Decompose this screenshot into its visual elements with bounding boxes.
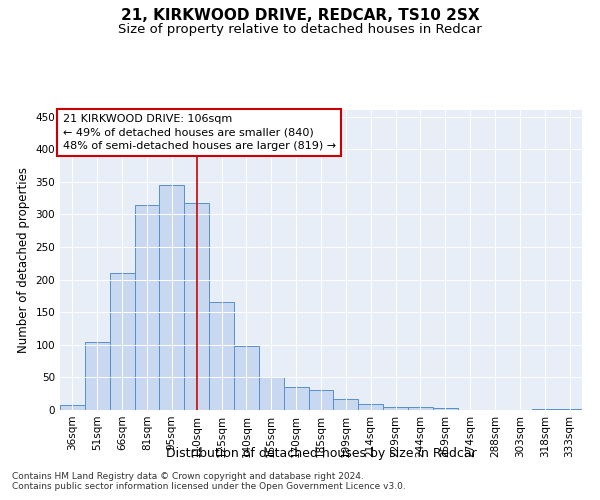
Text: Distribution of detached houses by size in Redcar: Distribution of detached houses by size … bbox=[166, 448, 476, 460]
Bar bbox=[408, 406, 433, 410]
Bar bbox=[557, 408, 582, 410]
Bar bbox=[383, 406, 408, 410]
Bar bbox=[358, 404, 383, 410]
Text: Size of property relative to detached houses in Redcar: Size of property relative to detached ho… bbox=[118, 22, 482, 36]
Bar bbox=[433, 408, 458, 410]
Bar bbox=[134, 204, 160, 410]
Bar bbox=[110, 273, 134, 410]
Bar bbox=[259, 378, 284, 410]
Y-axis label: Number of detached properties: Number of detached properties bbox=[17, 167, 30, 353]
Bar bbox=[184, 202, 209, 410]
Bar bbox=[334, 399, 358, 410]
Bar bbox=[60, 406, 85, 410]
Bar bbox=[284, 387, 308, 410]
Text: Contains HM Land Registry data © Crown copyright and database right 2024.: Contains HM Land Registry data © Crown c… bbox=[12, 472, 364, 481]
Bar bbox=[209, 302, 234, 410]
Bar bbox=[234, 346, 259, 410]
Bar bbox=[532, 408, 557, 410]
Bar bbox=[160, 185, 184, 410]
Text: Contains public sector information licensed under the Open Government Licence v3: Contains public sector information licen… bbox=[12, 482, 406, 491]
Bar bbox=[85, 342, 110, 410]
Bar bbox=[308, 390, 334, 410]
Text: 21, KIRKWOOD DRIVE, REDCAR, TS10 2SX: 21, KIRKWOOD DRIVE, REDCAR, TS10 2SX bbox=[121, 8, 479, 22]
Text: 21 KIRKWOOD DRIVE: 106sqm
← 49% of detached houses are smaller (840)
48% of semi: 21 KIRKWOOD DRIVE: 106sqm ← 49% of detac… bbox=[62, 114, 336, 151]
